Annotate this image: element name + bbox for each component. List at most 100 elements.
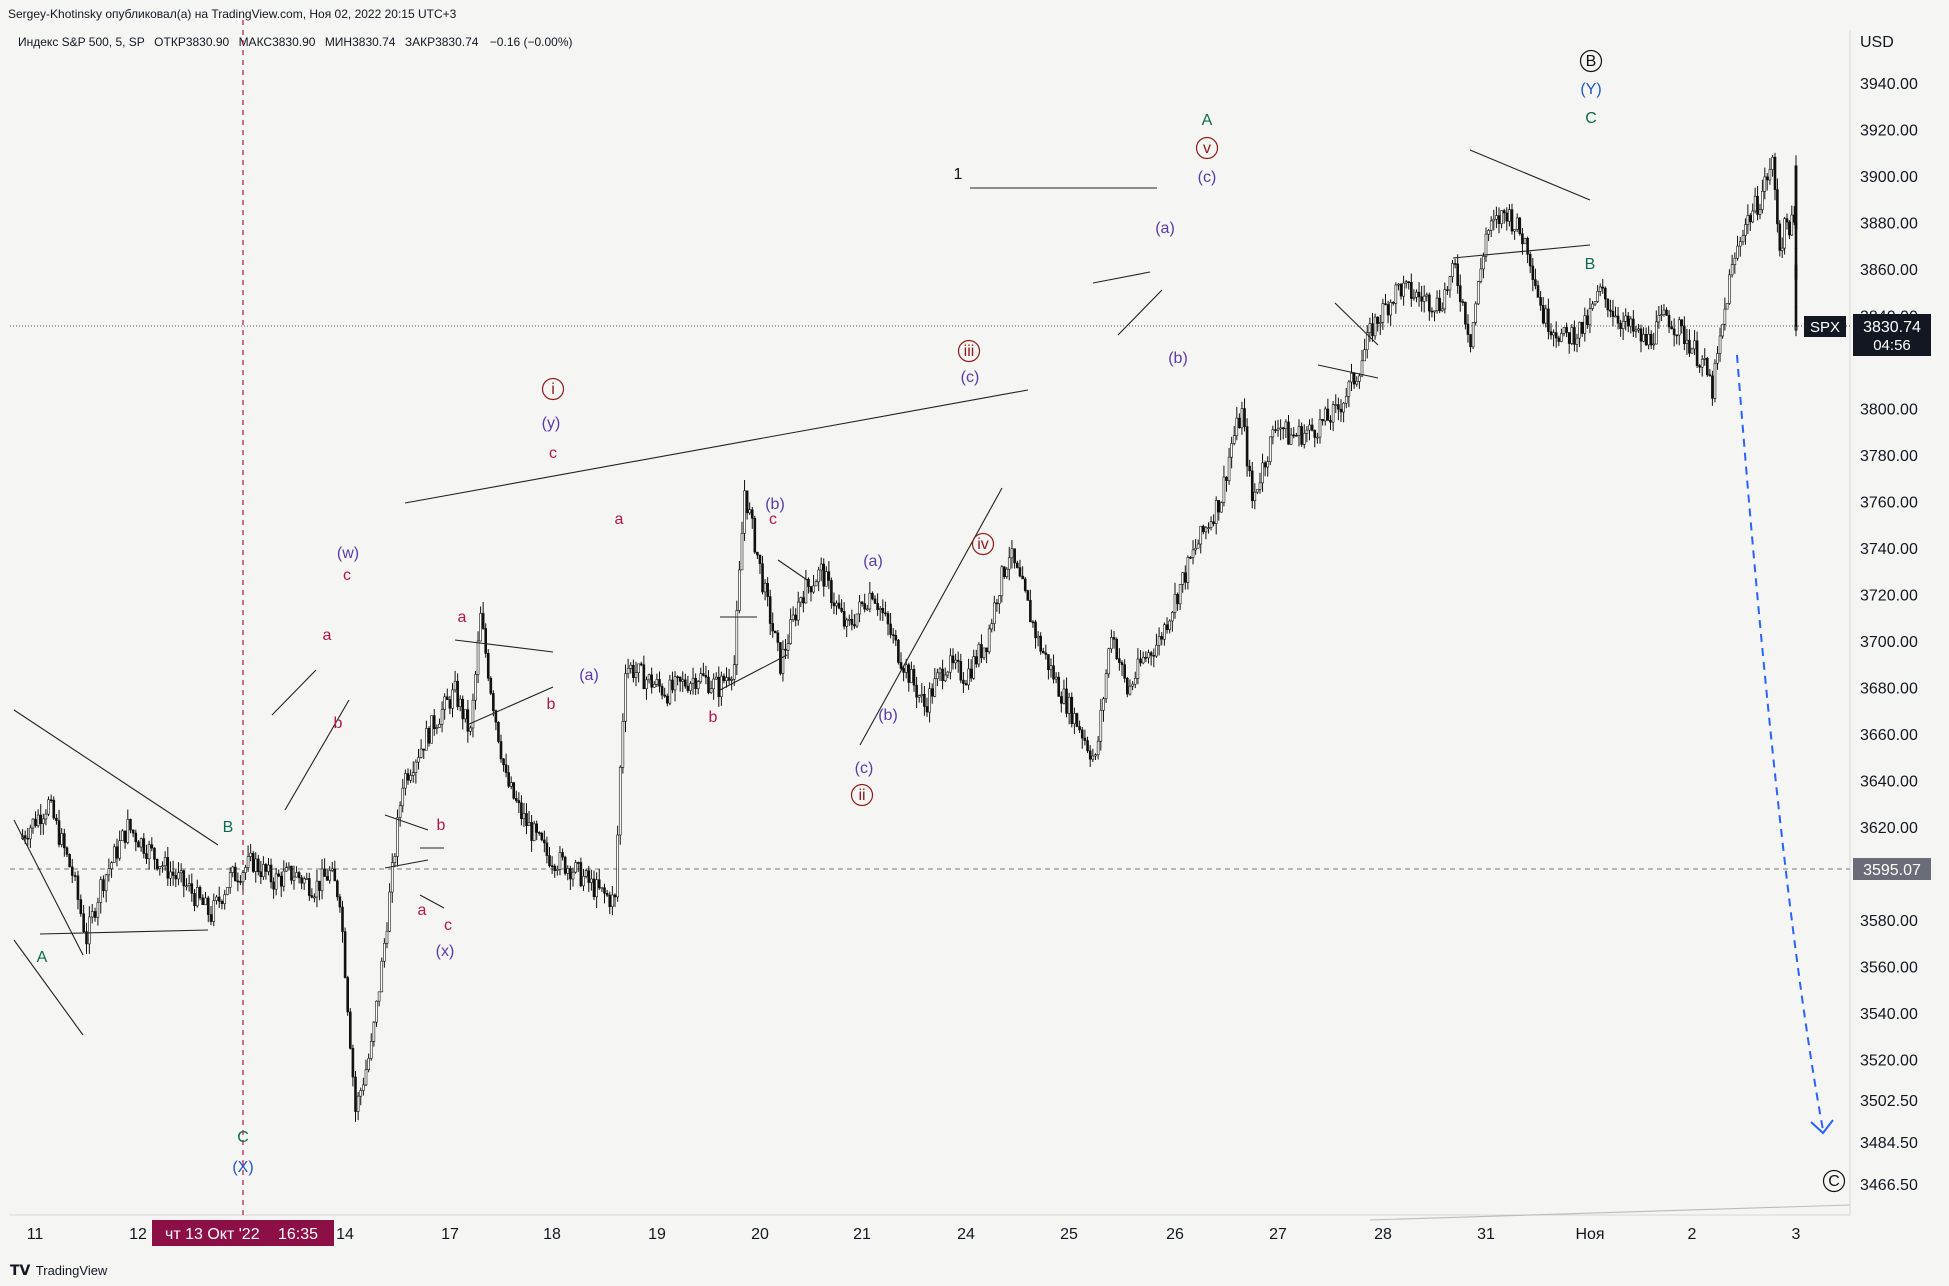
candle-body [761,563,764,593]
time-tick-label: 21 [853,1226,871,1243]
price-tick-label: 3940.00 [1860,76,1918,93]
tradingview-logo[interactable]: 𝗧𝗩 TradingView [10,1262,107,1279]
candle-body [432,715,436,730]
trendline-i-iii [404,389,1029,504]
elliott-trendlines [13,149,1851,1221]
candle-body [57,820,61,845]
legend-symbol[interactable]: Индекс S&P 500, 5, SP [18,35,145,49]
candle-body [1482,256,1485,270]
candle-body [1021,575,1024,580]
candle-body [624,673,627,722]
trendline-wave-a-bottom [39,929,209,935]
candle-body [76,875,80,900]
candle-body [642,664,646,690]
candle-body [1232,435,1236,444]
time-tick-label: 26 [1166,1226,1184,1243]
candle-body [799,597,803,603]
candle-body [639,663,643,666]
candle-body [1417,291,1421,298]
candle-body [1619,322,1622,329]
trendline-x-1 [384,814,429,831]
candle-body [1096,740,1100,756]
candle-body [1107,648,1111,675]
candle-body [1365,332,1369,350]
candle-body [678,676,682,682]
candle-body [1547,308,1550,332]
candle-body [1168,620,1171,630]
candle-body [1464,301,1467,325]
candle-body [430,715,433,744]
candle-body [310,895,314,898]
price-tick-label: 3680.00 [1860,680,1918,697]
candle-body [166,857,170,879]
candle-body [115,846,119,859]
legend-close: ЗАКР3830.74 [404,35,479,49]
candle-body [1567,332,1571,344]
candle-body [1708,374,1712,377]
trendline-x-4 [419,894,445,909]
wave-label: a [458,609,467,626]
candle-body [878,608,882,610]
candle-body [748,509,751,514]
candle-body [817,569,820,583]
wave-label: v [1203,140,1211,157]
price-axis[interactable]: 3940.003920.003900.003880.003860.003840.… [1860,76,1918,1194]
candle-body [1721,324,1724,337]
candle-body [995,602,999,605]
candle-body [68,854,71,868]
candle-body [1073,713,1076,725]
candle-body [112,846,116,863]
candle-body [735,610,739,666]
candle-body [209,914,213,922]
time-axis[interactable]: 11 12 14 17 18 19 20 21 24 25 26 27 28 31 Ноя 2 3 [27,1226,1801,1243]
price-tick-label: 3740.00 [1860,541,1918,558]
candle-body [1126,678,1129,695]
candle-body [287,865,291,868]
candle-body [1479,268,1483,282]
candle-body [1626,315,1630,327]
candle-body [673,676,677,691]
wave-label: (b) [765,496,785,513]
candle-body [1399,283,1403,297]
candle-body [1279,427,1282,430]
candle-body [1560,333,1563,342]
candle-body [393,856,397,863]
candle-body [1376,316,1379,324]
candle-body [1102,698,1105,711]
candle-body [466,709,470,732]
candle-body [204,897,207,906]
candle-body [372,1021,376,1042]
candle-body [1758,209,1762,215]
candle-body [1428,294,1431,312]
wave-label: B [1586,53,1597,70]
trendline-wedge-2 [1117,289,1163,336]
candle-body [1741,235,1745,243]
candle-body [663,694,666,697]
publisher-caption: Sergey-Khotinsky опубликовал(а) на Tradi… [8,7,457,21]
candle-body [1410,282,1413,299]
candle-body [52,799,56,819]
wave-label: iv [977,536,989,553]
candle-body [259,871,263,878]
candle-body [660,685,664,696]
candle-body [597,879,601,889]
candle-body [1790,214,1794,236]
candle-body [44,813,48,820]
candle-body [1596,291,1599,302]
candle-body [1657,315,1661,323]
candle-body [1513,229,1516,232]
candle-body [346,977,350,1013]
candle-body [545,842,549,856]
candle-body [1785,218,1789,223]
time-tick-label: 19 [648,1226,666,1243]
candle-body [946,671,950,676]
candle-body [1528,254,1532,267]
candle-body [1165,624,1169,630]
candle-body [959,661,963,681]
candle-body [1274,429,1277,431]
candle-body [1186,557,1190,583]
candle-body [920,694,924,697]
candle-body [1163,624,1166,640]
candle-body [1000,566,1004,597]
